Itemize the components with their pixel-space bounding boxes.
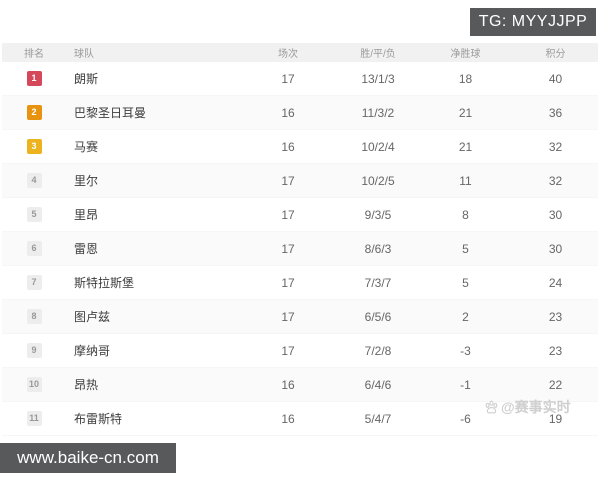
played-cell: 17 [281, 343, 295, 358]
points-cell: 30 [548, 207, 563, 222]
points-cell: 24 [548, 275, 563, 290]
gd-cell: 18 [458, 71, 473, 86]
rank-badge: 8 [26, 309, 42, 324]
team-name: 里尔 [74, 174, 99, 188]
header-played: 场次 [278, 49, 298, 60]
points-cell: 40 [548, 71, 563, 86]
team-name: 里昂 [74, 208, 99, 222]
rank-badge: 1 [26, 71, 42, 86]
team-name: 斯特拉斯堡 [74, 276, 135, 290]
gd-cell: 2 [462, 309, 469, 324]
gd-cell: -1 [460, 377, 471, 392]
wdl-cell: 8/6/3 [364, 241, 392, 256]
points-cell: 23 [548, 343, 563, 358]
rank-badge: 2 [26, 105, 42, 120]
table-row: 11 布雷斯特 16 5/4/7 -6 19 [2, 402, 598, 436]
tg-banner-text: TG: MYYJJPP [478, 13, 588, 30]
points-cell: 32 [548, 173, 563, 188]
table-row: 3 马赛 16 10/2/4 21 32 [2, 130, 598, 164]
played-cell: 17 [281, 71, 295, 86]
tg-banner: TG: MYYJJPP [470, 8, 596, 36]
gd-cell: -3 [460, 343, 471, 358]
table-row: 4 里尔 17 10/2/5 11 32 [2, 164, 598, 198]
wdl-cell: 7/3/7 [364, 275, 392, 290]
team-name: 布雷斯特 [74, 412, 123, 426]
rank-badge: 6 [26, 241, 42, 256]
table-row: 5 里昂 17 9/3/5 8 30 [2, 198, 598, 232]
gd-cell: 21 [458, 105, 473, 120]
table-row: 6 雷恩 17 8/6/3 5 30 [2, 232, 598, 266]
played-cell: 16 [281, 377, 295, 392]
header-team: 球队 [74, 49, 94, 60]
points-cell: 23 [548, 309, 563, 324]
played-cell: 17 [281, 241, 295, 256]
header-gd: 净胜球 [450, 49, 481, 60]
rank-badge: 10 [26, 377, 42, 392]
played-cell: 17 [281, 207, 295, 222]
rank-badge: 7 [26, 275, 42, 290]
table-row: 1 朗斯 17 13/1/3 18 40 [2, 62, 598, 96]
team-name: 昂热 [74, 378, 99, 392]
wdl-cell: 11/3/2 [361, 105, 395, 120]
played-cell: 16 [281, 411, 295, 426]
table-row: 7 斯特拉斯堡 17 7/3/7 5 24 [2, 266, 598, 300]
team-name: 马赛 [74, 140, 99, 154]
table-row: 2 巴黎圣日耳曼 16 11/3/2 21 36 [2, 96, 598, 130]
played-cell: 17 [281, 309, 295, 324]
gd-cell: -6 [460, 411, 471, 426]
points-cell: 32 [548, 139, 563, 154]
header-rank: 排名 [24, 49, 44, 60]
played-cell: 17 [281, 173, 295, 188]
team-name: 雷恩 [74, 242, 99, 256]
table-header: 排名 球队 场次 胜/平/负 净胜球 积分 [2, 43, 598, 62]
rank-badge: 9 [26, 343, 42, 358]
team-name: 巴黎圣日耳曼 [74, 106, 147, 120]
gd-cell: 21 [458, 139, 473, 154]
played-cell: 16 [281, 139, 295, 154]
wdl-cell: 9/3/5 [364, 207, 392, 222]
table-row: 9 摩纳哥 17 7/2/8 -3 23 [2, 334, 598, 368]
header-points: 积分 [545, 49, 566, 60]
wdl-cell: 6/5/6 [364, 309, 392, 324]
team-name: 图卢兹 [74, 310, 111, 324]
rank-badge: 5 [26, 207, 42, 222]
table-body: 1 朗斯 17 13/1/3 18 40 2 巴黎圣日耳曼 16 11/3/2 … [2, 62, 598, 436]
wdl-cell: 13/1/3 [361, 71, 395, 86]
wdl-cell: 6/4/6 [364, 377, 392, 392]
wdl-cell: 7/2/8 [364, 343, 392, 358]
gd-cell: 5 [462, 241, 469, 256]
wdl-cell: 5/4/7 [364, 411, 392, 426]
points-cell: 30 [548, 241, 563, 256]
points-cell: 36 [548, 105, 563, 120]
rank-badge: 11 [26, 411, 42, 426]
table-row: 8 图卢兹 17 6/5/6 2 23 [2, 300, 598, 334]
team-name: 朗斯 [74, 72, 99, 86]
header-wdl: 胜/平/负 [360, 49, 396, 60]
team-name: 摩纳哥 [74, 344, 111, 358]
played-cell: 16 [281, 105, 295, 120]
standings-table: 排名 球队 场次 胜/平/负 净胜球 积分 1 朗斯 17 13/1/3 18 … [2, 43, 598, 436]
points-cell: 19 [548, 411, 563, 426]
gd-cell: 5 [462, 275, 469, 290]
rank-badge: 4 [26, 173, 42, 188]
rank-badge: 3 [26, 139, 42, 154]
site-banner-text: www.baike-cn.com [17, 448, 159, 467]
gd-cell: 8 [462, 207, 469, 222]
wdl-cell: 10/2/5 [361, 173, 395, 188]
played-cell: 17 [281, 275, 295, 290]
table-row: 10 昂热 16 6/4/6 -1 22 [2, 368, 598, 402]
points-cell: 22 [548, 377, 563, 392]
wdl-cell: 10/2/4 [361, 139, 395, 154]
site-banner: www.baike-cn.com [0, 443, 176, 473]
gd-cell: 11 [459, 173, 472, 188]
